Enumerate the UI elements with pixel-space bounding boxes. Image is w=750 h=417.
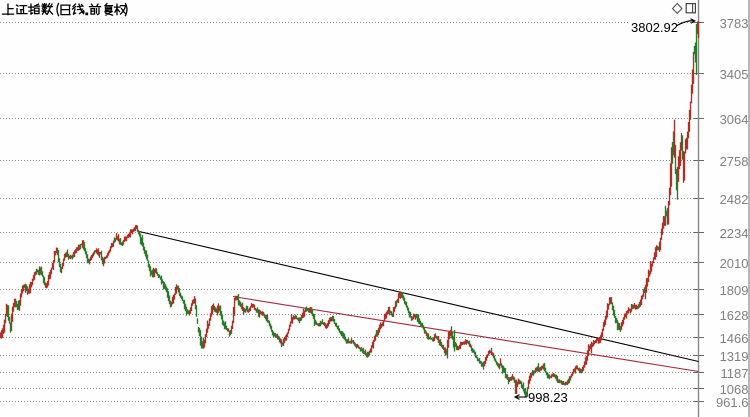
svg-text:1319: 1319 [720, 349, 749, 364]
svg-text:3802.92: 3802.92 [631, 20, 678, 35]
svg-text:3064: 3064 [720, 112, 749, 127]
svg-text:1809: 1809 [720, 283, 749, 298]
svg-text:1187: 1187 [721, 366, 749, 381]
svg-text:1466: 1466 [720, 331, 749, 346]
svg-text:2010: 2010 [720, 256, 749, 271]
svg-text:1628: 1628 [720, 308, 749, 323]
svg-text:998.23: 998.23 [528, 390, 568, 405]
svg-text:2758: 2758 [720, 154, 749, 169]
svg-text:3405: 3405 [720, 67, 749, 82]
svg-text:2234: 2234 [720, 226, 749, 241]
svg-text:961.6: 961.6 [716, 395, 749, 410]
svg-text:1068: 1068 [720, 382, 749, 397]
svg-text:2482: 2482 [720, 192, 749, 207]
svg-text:3783: 3783 [720, 16, 749, 31]
